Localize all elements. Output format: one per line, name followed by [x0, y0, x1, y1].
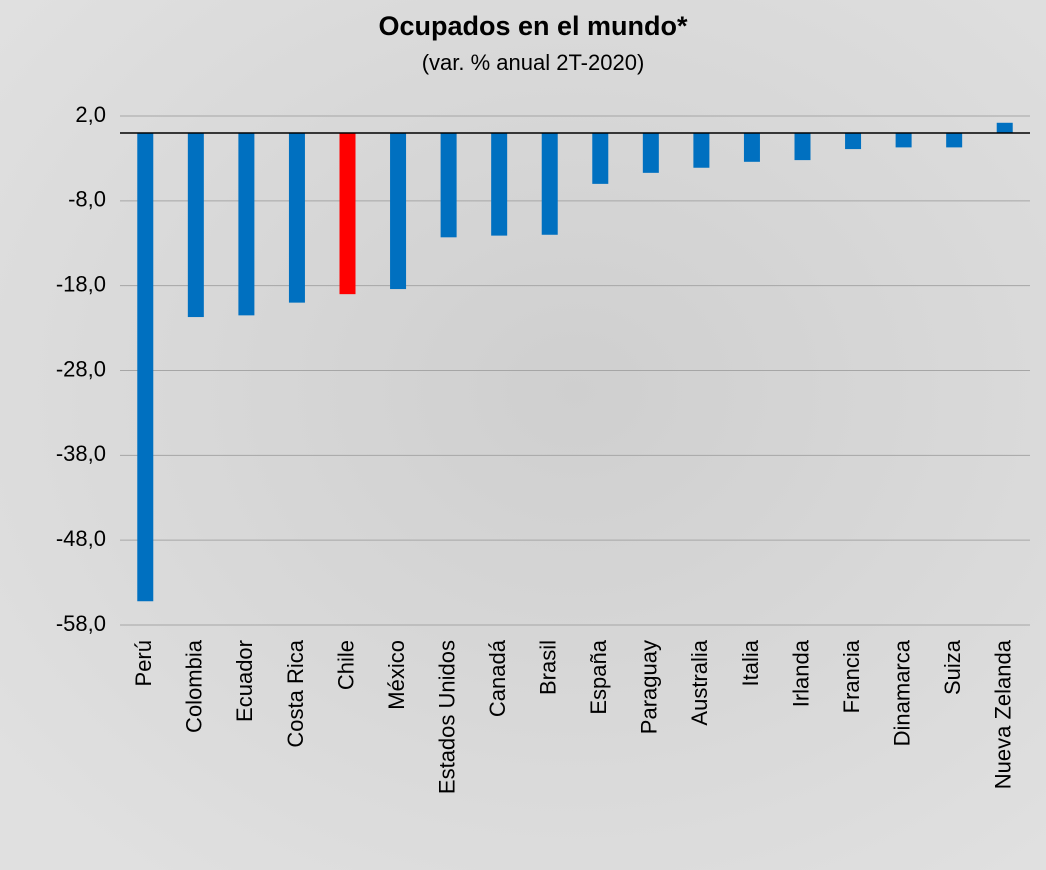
x-tick-label: Perú [131, 640, 156, 686]
bar [440, 132, 457, 238]
y-tick-label: -28,0 [56, 356, 106, 381]
bar [238, 132, 255, 316]
x-tick-label: México [384, 640, 409, 710]
x-tick-label: Ecuador [232, 640, 257, 722]
x-tick-label: Colombia [182, 639, 207, 733]
bar [895, 132, 912, 148]
chart-subtitle: (var. % anual 2T-2020) [422, 50, 645, 75]
y-tick-label: -38,0 [56, 441, 106, 466]
x-tick-label: Canadá [485, 639, 510, 717]
bar [946, 132, 963, 148]
chart-title: Ocupados en el mundo* [378, 11, 688, 41]
bar [137, 132, 154, 602]
bar [390, 132, 407, 290]
y-tick-label: -48,0 [56, 526, 106, 551]
x-tick-label: Estados Unidos [434, 640, 459, 794]
x-tick-label: Italia [738, 639, 763, 686]
x-tick-label: Brasil [536, 640, 561, 695]
bar [794, 132, 811, 161]
y-tick-label: 2,0 [75, 102, 106, 127]
x-tick-label: España [586, 639, 611, 714]
bar [693, 132, 710, 168]
bar [288, 132, 305, 303]
bar [491, 132, 508, 236]
x-tick-label: Irlanda [788, 639, 813, 707]
x-tick-label: Chile [333, 640, 358, 690]
x-tick-label: Costa Rica [283, 639, 308, 747]
x-tick-label: Australia [687, 639, 712, 725]
y-tick-label: -8,0 [68, 187, 106, 212]
bar [743, 132, 760, 162]
x-tick-label: Nueva Zelanda [991, 639, 1016, 789]
bar [592, 132, 609, 184]
bar [339, 132, 356, 295]
bar [845, 132, 862, 150]
x-tick-label: Francia [839, 639, 864, 713]
x-tick-label: Suiza [940, 639, 965, 695]
y-tick-label: -18,0 [56, 271, 106, 296]
bar [541, 132, 558, 235]
x-tick-label: Dinamarca [889, 639, 914, 746]
bar [187, 132, 204, 318]
x-tick-label: Paraguay [637, 640, 662, 734]
y-tick-label: -58,0 [56, 611, 106, 636]
bar [642, 132, 659, 173]
bar [996, 122, 1013, 133]
